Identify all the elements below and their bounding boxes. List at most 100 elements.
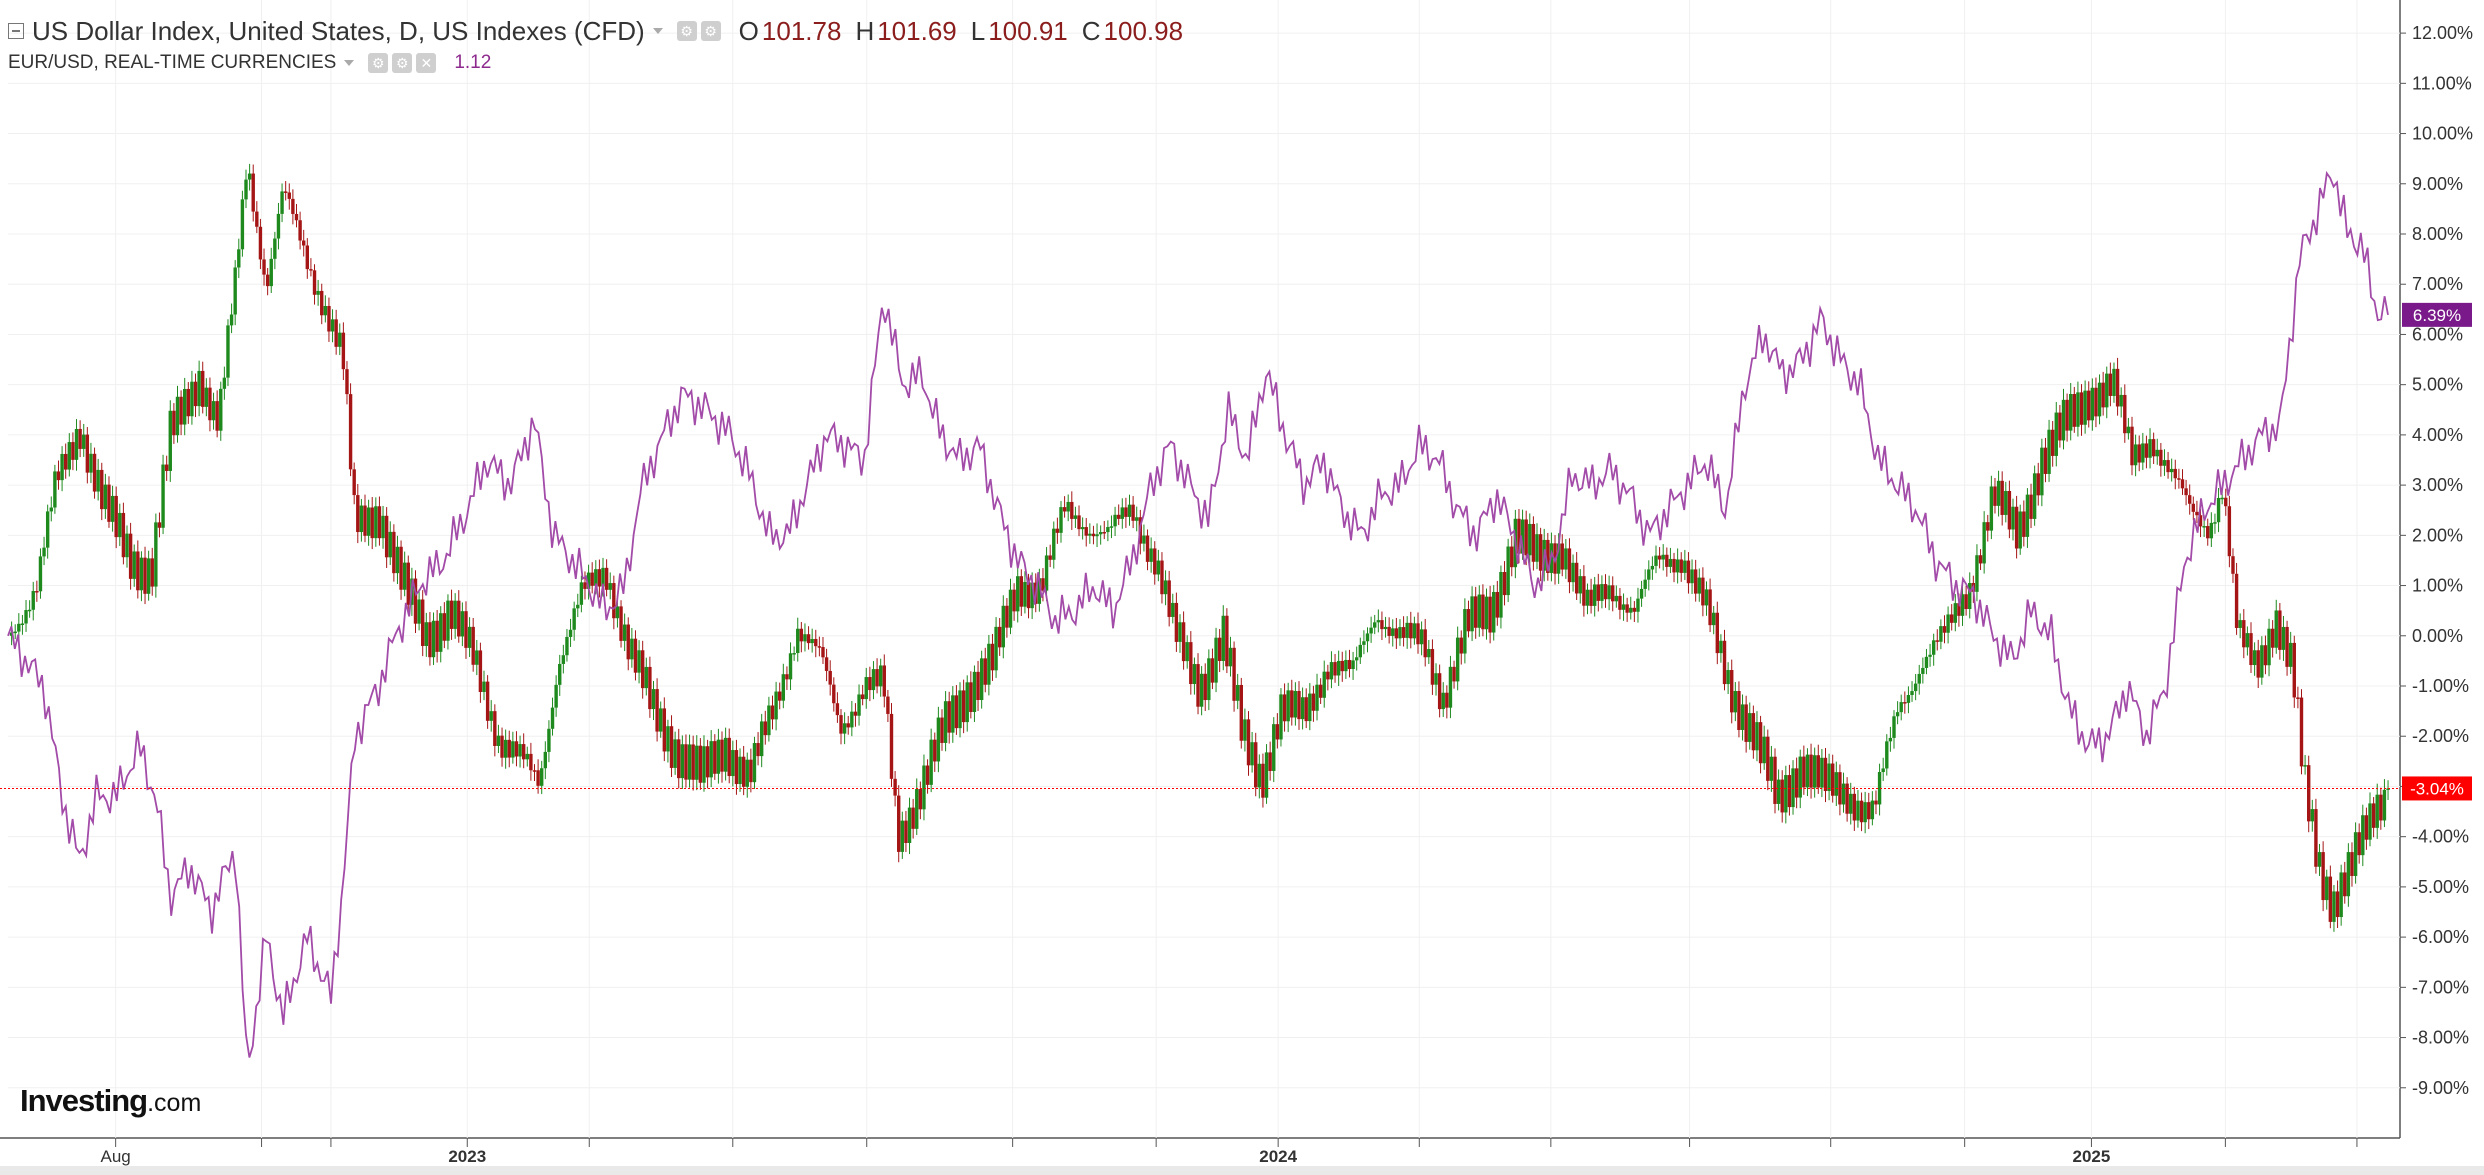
candle-body xyxy=(38,556,43,592)
candle-body xyxy=(2371,803,2376,828)
candle-body xyxy=(1145,535,1150,562)
candle-body xyxy=(143,557,147,594)
settings-icon[interactable]: ⚙ xyxy=(392,53,413,73)
candle-body xyxy=(803,634,807,642)
candle-body xyxy=(1268,752,1272,771)
candle-body xyxy=(1903,702,1907,704)
candle-body xyxy=(2191,503,2196,512)
candle-body xyxy=(2007,490,2012,530)
candle-body xyxy=(42,547,46,557)
candle-body xyxy=(1953,603,1958,623)
candle-body xyxy=(1874,800,1878,805)
candle-body xyxy=(2043,447,2048,474)
candle-body xyxy=(2036,473,2040,496)
close-icon[interactable]: ✕ xyxy=(416,53,437,73)
candle-body xyxy=(172,410,176,436)
overlay-title[interactable]: EUR/USD, REAL-TIME CURRENCIES xyxy=(8,52,337,73)
candle-body xyxy=(302,240,306,246)
candle-body xyxy=(1250,742,1254,766)
candle-body xyxy=(1643,579,1647,589)
candle-body xyxy=(781,674,786,701)
candle-body xyxy=(1849,793,1853,814)
candle-body xyxy=(1477,594,1481,628)
candle-body xyxy=(1582,576,1586,606)
candle-body xyxy=(392,531,396,574)
candle-body xyxy=(1769,756,1774,781)
y-tick-label: -5.00% xyxy=(2412,877,2469,897)
candle-body xyxy=(193,381,198,407)
candle-body xyxy=(536,770,540,786)
candle-body xyxy=(1877,772,1882,805)
candle-body xyxy=(1517,518,1521,554)
candle-body xyxy=(1322,671,1326,698)
candle-body xyxy=(2361,815,2365,856)
candle-body xyxy=(1661,554,1665,560)
candle-body xyxy=(1556,543,1561,574)
chevron-down-icon[interactable] xyxy=(652,28,663,34)
candle-body xyxy=(182,388,187,425)
candle-body xyxy=(161,464,165,528)
x-tick-label: Aug xyxy=(101,1147,131,1166)
candle-body xyxy=(103,484,108,510)
candle-body xyxy=(2115,368,2120,407)
y-axis[interactable]: 12.00% 11.00% 10.00% 9.00% 8.00% 7.00% 6.00% 5.… xyxy=(2400,23,2473,1098)
candle-body xyxy=(734,750,739,785)
candle-body xyxy=(1885,741,1889,769)
candle-body xyxy=(1452,666,1456,682)
candle-body xyxy=(1794,768,1799,798)
y-tick-label: 12.00% xyxy=(2412,23,2473,43)
candle-body xyxy=(136,551,140,591)
candle-body xyxy=(889,713,894,779)
candle-body xyxy=(976,671,980,701)
candle-body xyxy=(1852,793,1857,821)
candle-body xyxy=(774,691,778,720)
candle-body xyxy=(878,665,883,687)
candle-body xyxy=(283,191,288,193)
gear-icon[interactable]: ⚙ xyxy=(368,53,389,73)
horizontal-scrollbar[interactable] xyxy=(0,1166,2484,1175)
settings-icon[interactable]: ⚙ xyxy=(700,21,721,41)
candle-body xyxy=(1975,555,1979,592)
candle-body xyxy=(947,701,951,733)
candle-body xyxy=(817,646,822,648)
candle-body xyxy=(1856,800,1860,821)
candle-body xyxy=(471,626,475,665)
candle-body xyxy=(954,695,959,729)
candle-body xyxy=(2195,511,2199,516)
instrument-title[interactable]: US Dollar Index, United States, D, US In… xyxy=(32,15,645,46)
candle-body xyxy=(1153,548,1157,575)
candle-body xyxy=(897,795,901,852)
candle-body xyxy=(2314,809,2318,867)
candle-body xyxy=(154,522,158,587)
candle-body xyxy=(2105,373,2109,408)
candle-body xyxy=(2281,626,2286,650)
chevron-down-icon[interactable] xyxy=(344,60,355,66)
x-axis[interactable]: Aug 2023 2024 2025 xyxy=(101,1138,2358,1166)
candle-body xyxy=(590,572,594,586)
candle-body xyxy=(1430,649,1435,685)
candle-body xyxy=(1178,622,1182,642)
candle-body xyxy=(2288,642,2293,667)
gear-icon[interactable]: ⚙ xyxy=(676,21,697,41)
candle-body xyxy=(31,591,35,610)
candle-body xyxy=(814,638,818,647)
candle-body xyxy=(460,611,465,637)
candle-body xyxy=(1239,684,1243,741)
candle-body xyxy=(467,626,472,648)
candle-body xyxy=(2166,460,2170,473)
candle-body xyxy=(518,744,522,757)
candle-body xyxy=(554,684,558,708)
candle-body xyxy=(1567,548,1572,583)
candle-body xyxy=(1784,775,1788,813)
candle-body xyxy=(1369,627,1373,634)
collapse-icon[interactable] xyxy=(8,23,24,39)
candle-body xyxy=(323,305,328,316)
candle-body xyxy=(1939,626,1943,642)
candle-body xyxy=(2364,815,2369,840)
candle-body xyxy=(1722,640,1727,685)
candle-body xyxy=(763,721,767,736)
candle-body xyxy=(1106,527,1110,533)
candle-body xyxy=(496,735,501,746)
candle-body xyxy=(716,739,721,774)
